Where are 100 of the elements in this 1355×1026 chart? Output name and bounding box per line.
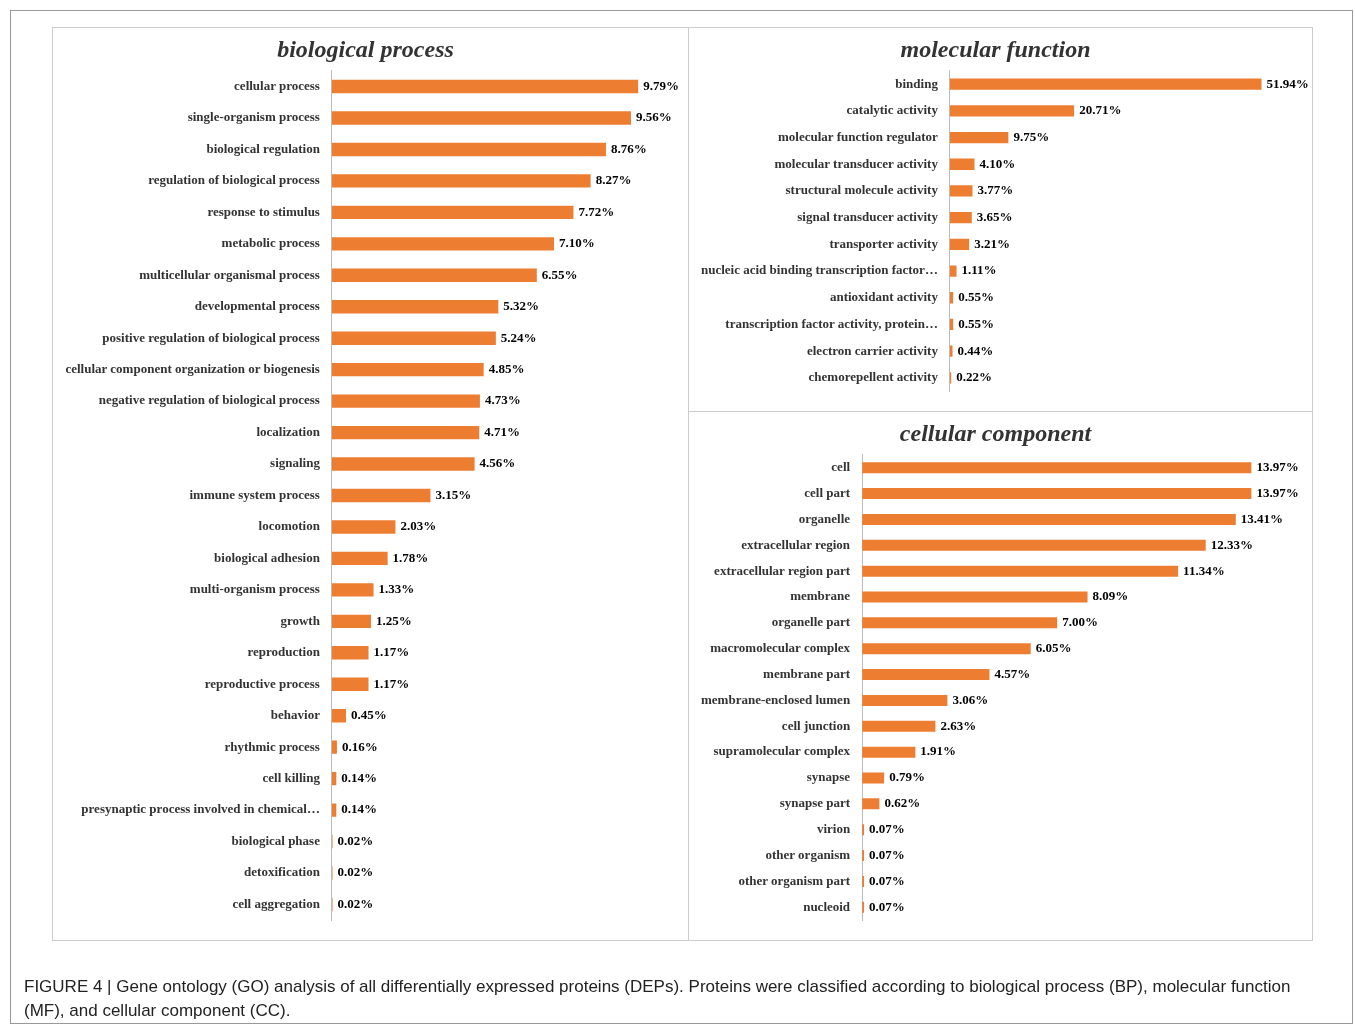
y-tick-label: biological phase: [231, 832, 321, 848]
y-tick-label: molecular transducer activity: [774, 155, 939, 171]
y-tick-label: nucleoid: [803, 898, 851, 914]
y-tick-label: signaling: [270, 455, 321, 471]
data-label: 7.72%: [578, 203, 615, 219]
data-label: 0.02%: [337, 832, 374, 848]
y-tick-label: binding: [895, 75, 939, 91]
data-label: 0.02%: [337, 864, 374, 880]
data-label: 6.55%: [541, 266, 578, 282]
bar: [862, 720, 936, 732]
data-label: 13.41%: [1240, 510, 1284, 526]
y-tick-label: nucleic acid binding transcription factor…: [701, 262, 938, 278]
bar: [331, 111, 631, 125]
bar: [949, 131, 1009, 144]
data-label: 0.22%: [956, 369, 992, 385]
data-label: 2.03%: [400, 518, 437, 534]
bar: [862, 565, 1179, 577]
y-tick-label: cell killing: [262, 769, 321, 785]
y-tick-label: macromolecular complex: [710, 640, 851, 656]
bar: [331, 79, 639, 94]
y-tick-label: localization: [256, 423, 321, 439]
bar: [949, 105, 1075, 117]
y-tick-label: single-organism process: [187, 109, 320, 125]
bar: [331, 174, 591, 188]
y-tick-label: negative regulation of biological process: [98, 392, 320, 408]
y-tick-label: molecular function regulator: [778, 128, 939, 144]
data-label: 0.62%: [884, 795, 921, 811]
bar: [331, 803, 337, 817]
chart-title: molecular function: [900, 35, 1091, 62]
bar: [862, 462, 1252, 474]
data-label: 4.85%: [488, 361, 525, 377]
data-label: 8.09%: [1092, 588, 1129, 604]
data-label: 11.34%: [1183, 562, 1225, 578]
data-label: 1.17%: [373, 675, 410, 691]
data-label: 51.94%: [1266, 75, 1309, 91]
caption: FIGURE 4 | Gene ontology (GO) analysis of all differentially expressed proteins (DEPs). Proteins were classified according to biological process (BP), molecular function (MF), and cellular component (CC).: [24, 976, 1292, 1022]
y-tick-label: organelle part: [771, 614, 851, 630]
bar: [331, 237, 555, 251]
y-tick-label: biological regulation: [206, 140, 321, 156]
data-label: 4.73%: [484, 392, 521, 408]
bar: [862, 488, 1252, 500]
y-tick-label: presynaptic process involved in chemical…: [81, 801, 320, 817]
bar: [331, 551, 388, 566]
data-label: 0.07%: [869, 846, 905, 862]
data-label: 6.05%: [1035, 640, 1072, 656]
y-tick-label: antioxidant activity: [829, 289, 939, 305]
bar: [862, 694, 948, 706]
y-tick-label: transcription factor activity, protein…: [725, 315, 938, 331]
bar: [331, 520, 396, 534]
bar: [331, 488, 431, 503]
bar: [331, 205, 574, 220]
data-label: 2.63%: [940, 717, 977, 733]
data-label: 0.55%: [958, 289, 994, 305]
y-tick-label: rhythmic process: [224, 738, 320, 754]
y-tick-label: organelle: [798, 510, 851, 526]
chart-title: biological process: [277, 35, 454, 62]
y-tick-label: cell aggregation: [232, 895, 321, 911]
bar: [331, 583, 374, 597]
bar: [862, 669, 990, 681]
bar: [331, 331, 496, 345]
bar: [949, 265, 957, 277]
bar: [331, 709, 347, 723]
bar: [331, 300, 499, 314]
data-label: 0.79%: [889, 769, 925, 785]
data-label: 13.97%: [1256, 484, 1299, 500]
data-label: 9.75%: [1013, 128, 1050, 144]
data-label: 4.71%: [484, 423, 521, 439]
data-label: 3.21%: [974, 235, 1010, 251]
bar: [862, 643, 1031, 655]
chart-title: cellular component: [899, 419, 1093, 446]
bar: [331, 362, 484, 377]
data-label: 8.76%: [610, 140, 647, 156]
bar: [862, 798, 880, 810]
y-tick-label: transporter activity: [829, 235, 939, 251]
bar: [862, 591, 1088, 603]
data-label: 8.27%: [595, 172, 632, 188]
y-tick-label: growth: [280, 612, 321, 628]
data-label: 3.77%: [977, 182, 1014, 198]
bar: [949, 78, 1262, 90]
bar: [949, 185, 973, 197]
y-tick-label: extracellular region part: [714, 562, 851, 578]
data-label: 20.71%: [1079, 102, 1122, 118]
y-tick-label: extracellular region: [741, 536, 851, 552]
y-tick-label: positive regulation of biological process: [102, 329, 320, 345]
data-label: 0.07%: [869, 898, 905, 914]
data-label: 0.14%: [341, 801, 378, 817]
y-tick-label: catalytic activity: [846, 102, 939, 118]
y-tick-label: synapse: [806, 769, 851, 785]
y-tick-label: cell junction: [781, 717, 851, 733]
bar: [331, 677, 369, 691]
bar: [949, 211, 972, 224]
y-tick-label: biological adhesion: [214, 549, 321, 565]
y-tick-label: regulation of biological process: [148, 172, 320, 188]
y-tick-label: supramolecular complex: [713, 743, 851, 759]
data-label: 7.10%: [559, 235, 595, 251]
bar: [862, 513, 1236, 525]
data-label: 4.57%: [994, 665, 1031, 681]
bar: [331, 142, 606, 157]
data-label: 5.24%: [500, 329, 537, 345]
y-tick-label: reproduction: [247, 644, 321, 660]
